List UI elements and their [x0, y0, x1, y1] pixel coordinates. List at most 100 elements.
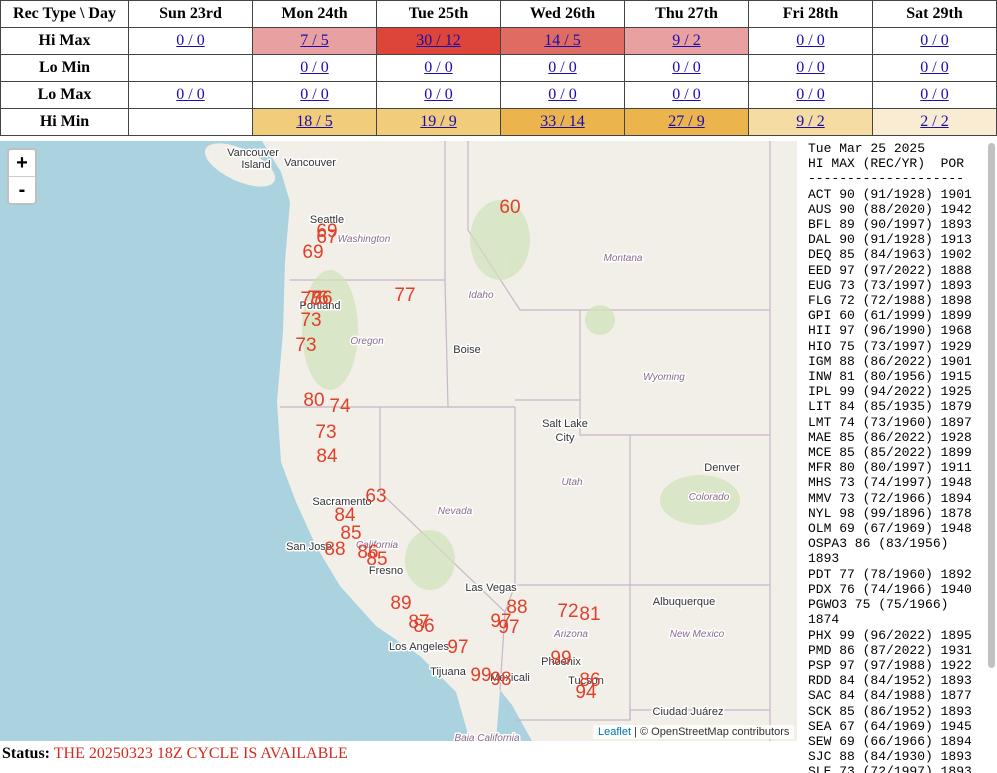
- station-line: EUG 73 (73/1997) 1893: [808, 277, 972, 293]
- record-link[interactable]: 0 / 0: [300, 59, 329, 76]
- station-marker: 97: [498, 617, 519, 638]
- region-label: California: [356, 540, 399, 551]
- header-row: Rec Type \ Day Sun 23rd Mon 24th Tue 25th We…: [0, 0, 997, 28]
- table-cell: 30 / 12: [376, 27, 501, 55]
- city-label: Denver: [704, 462, 740, 474]
- record-link[interactable]: 0 / 0: [672, 59, 701, 76]
- station-marker: 84: [316, 446, 338, 467]
- station-line: OSPA3 86 (83/1956) 1893: [808, 536, 957, 567]
- city-label: Albuquerque: [653, 596, 715, 608]
- table-cell: 19 / 9: [376, 108, 501, 136]
- scrollbar[interactable]: [988, 143, 995, 668]
- record-link[interactable]: 0 / 0: [920, 59, 949, 76]
- record-link[interactable]: 19 / 9: [420, 113, 457, 130]
- record-link[interactable]: 9 / 2: [796, 113, 825, 130]
- station-marker: 73: [300, 310, 321, 331]
- station-line: SAC 84 (84/1988) 1877: [808, 688, 972, 704]
- station-line: HI MAX (REC/YR) POR: [808, 156, 965, 172]
- station-line: MCE 85 (85/2022) 1899: [808, 445, 972, 461]
- record-link[interactable]: 0 / 0: [796, 59, 825, 76]
- station-line: ACT 90 (91/1928) 1901: [808, 186, 972, 202]
- row-label: Hi Min: [0, 108, 129, 136]
- leaflet-link[interactable]: Leaflet: [598, 726, 632, 738]
- attribution-text: | © OpenStreetMap contributors: [634, 726, 790, 738]
- station-line: INW 81 (80/1956) 1915: [808, 369, 972, 385]
- station-line: MFR 80 (80/1997) 1911: [808, 460, 972, 476]
- station-marker: 99: [550, 648, 571, 669]
- land: [262, 141, 797, 741]
- record-link[interactable]: 30 / 12: [416, 32, 461, 49]
- station-marker: 74: [329, 396, 351, 417]
- city-label: Sacramento: [312, 496, 371, 508]
- forest-areas: [302, 200, 740, 590]
- header-cell: Mon 24th: [252, 0, 377, 28]
- record-link[interactable]: 0 / 0: [176, 32, 205, 49]
- table-cell: 0 / 0: [500, 54, 625, 82]
- station-marker: 81: [579, 604, 600, 625]
- region-label: Colorado: [689, 492, 730, 503]
- record-link[interactable]: 0 / 0: [300, 86, 329, 103]
- record-link[interactable]: 0 / 0: [920, 86, 949, 103]
- station-marker: 80: [303, 390, 324, 411]
- station-marker: 73: [295, 335, 316, 356]
- station-line: --------------------: [808, 171, 965, 187]
- station-marker: 94: [575, 682, 597, 703]
- header-cell: Tue 25th: [376, 0, 501, 28]
- table-cell: 0 / 0: [748, 81, 873, 109]
- station-marker: 86: [579, 670, 600, 691]
- table-cell: 0 / 0: [252, 81, 377, 109]
- record-link[interactable]: 14 / 5: [544, 32, 581, 49]
- table-row: Hi Max 0 / 0 7 / 5 30 / 12 14 / 5 9 / 2 0 / 0 0…: [0, 27, 997, 55]
- table-cell: 18 / 5: [252, 108, 377, 136]
- record-link[interactable]: 27 / 9: [668, 113, 705, 130]
- station-marker: 86: [357, 542, 378, 563]
- record-link[interactable]: 0 / 0: [796, 86, 825, 103]
- region-label: Idaho: [468, 290, 493, 301]
- zoom-out-button[interactable]: -: [9, 176, 35, 203]
- station-line: GPI 60 (61/1999) 1899: [808, 308, 972, 324]
- record-link[interactable]: 18 / 5: [296, 113, 333, 130]
- table-cell: [128, 54, 253, 82]
- region-label: Wyoming: [643, 372, 685, 383]
- record-link[interactable]: 0 / 0: [920, 32, 949, 49]
- table-cell: 33 / 14: [500, 108, 625, 136]
- region-label: Montana: [604, 253, 643, 264]
- city-label: Salt Lake: [542, 418, 588, 430]
- zoom-in-button[interactable]: +: [16, 152, 28, 174]
- station-line: PDX 76 (74/1966) 1940: [808, 581, 972, 597]
- record-link[interactable]: 0 / 0: [424, 86, 453, 103]
- city-label: Los Angeles: [389, 641, 449, 653]
- record-link[interactable]: 33 / 14: [540, 113, 585, 130]
- station-marker: 72: [557, 601, 578, 622]
- station-line: Tue Mar 25 2025: [808, 141, 926, 156]
- status-label: Status:: [2, 745, 51, 762]
- table-cell: 0 / 0: [376, 81, 501, 109]
- record-link[interactable]: 0 / 0: [672, 86, 701, 103]
- status-line: Status: THE 20250323 18Z CYCLE IS AVAILA…: [2, 745, 348, 763]
- record-link[interactable]: 7 / 5: [300, 32, 329, 49]
- record-link[interactable]: 0 / 0: [548, 86, 577, 103]
- city-label: Las Vegas: [465, 582, 517, 594]
- table-row: Lo Min 0 / 0 0 / 0 0 / 0 0 / 0 0 / 0 0 / 0: [0, 54, 997, 82]
- header-cell: Sun 23rd: [128, 0, 253, 28]
- record-link[interactable]: 2 / 2: [920, 113, 949, 130]
- record-link[interactable]: 0 / 0: [548, 59, 577, 76]
- record-link[interactable]: 9 / 2: [672, 32, 701, 49]
- city-label: Vancouver: [284, 157, 336, 169]
- record-link[interactable]: 0 / 0: [176, 86, 205, 103]
- status-message: THE 20250323 18Z CYCLE IS AVAILABLE: [53, 745, 348, 762]
- station-marker: 85: [366, 549, 387, 570]
- station-marker: 69: [316, 221, 337, 242]
- station-line: OLM 69 (67/1969) 1948: [808, 521, 972, 537]
- header-cell: Fri 28th: [748, 0, 873, 28]
- table-cell: 9 / 2: [624, 27, 749, 55]
- station-line: AUS 90 (88/2020) 1942: [808, 201, 972, 217]
- station-line: PGWO3 75 (75/1966) 1874: [808, 597, 957, 628]
- record-link[interactable]: 0 / 0: [424, 59, 453, 76]
- station-marker: 77: [394, 285, 415, 306]
- station-marker: 75: [300, 289, 321, 310]
- table-cell: 2 / 2: [872, 108, 997, 136]
- region-label: Washington: [338, 234, 391, 245]
- record-link[interactable]: 0 / 0: [796, 32, 825, 49]
